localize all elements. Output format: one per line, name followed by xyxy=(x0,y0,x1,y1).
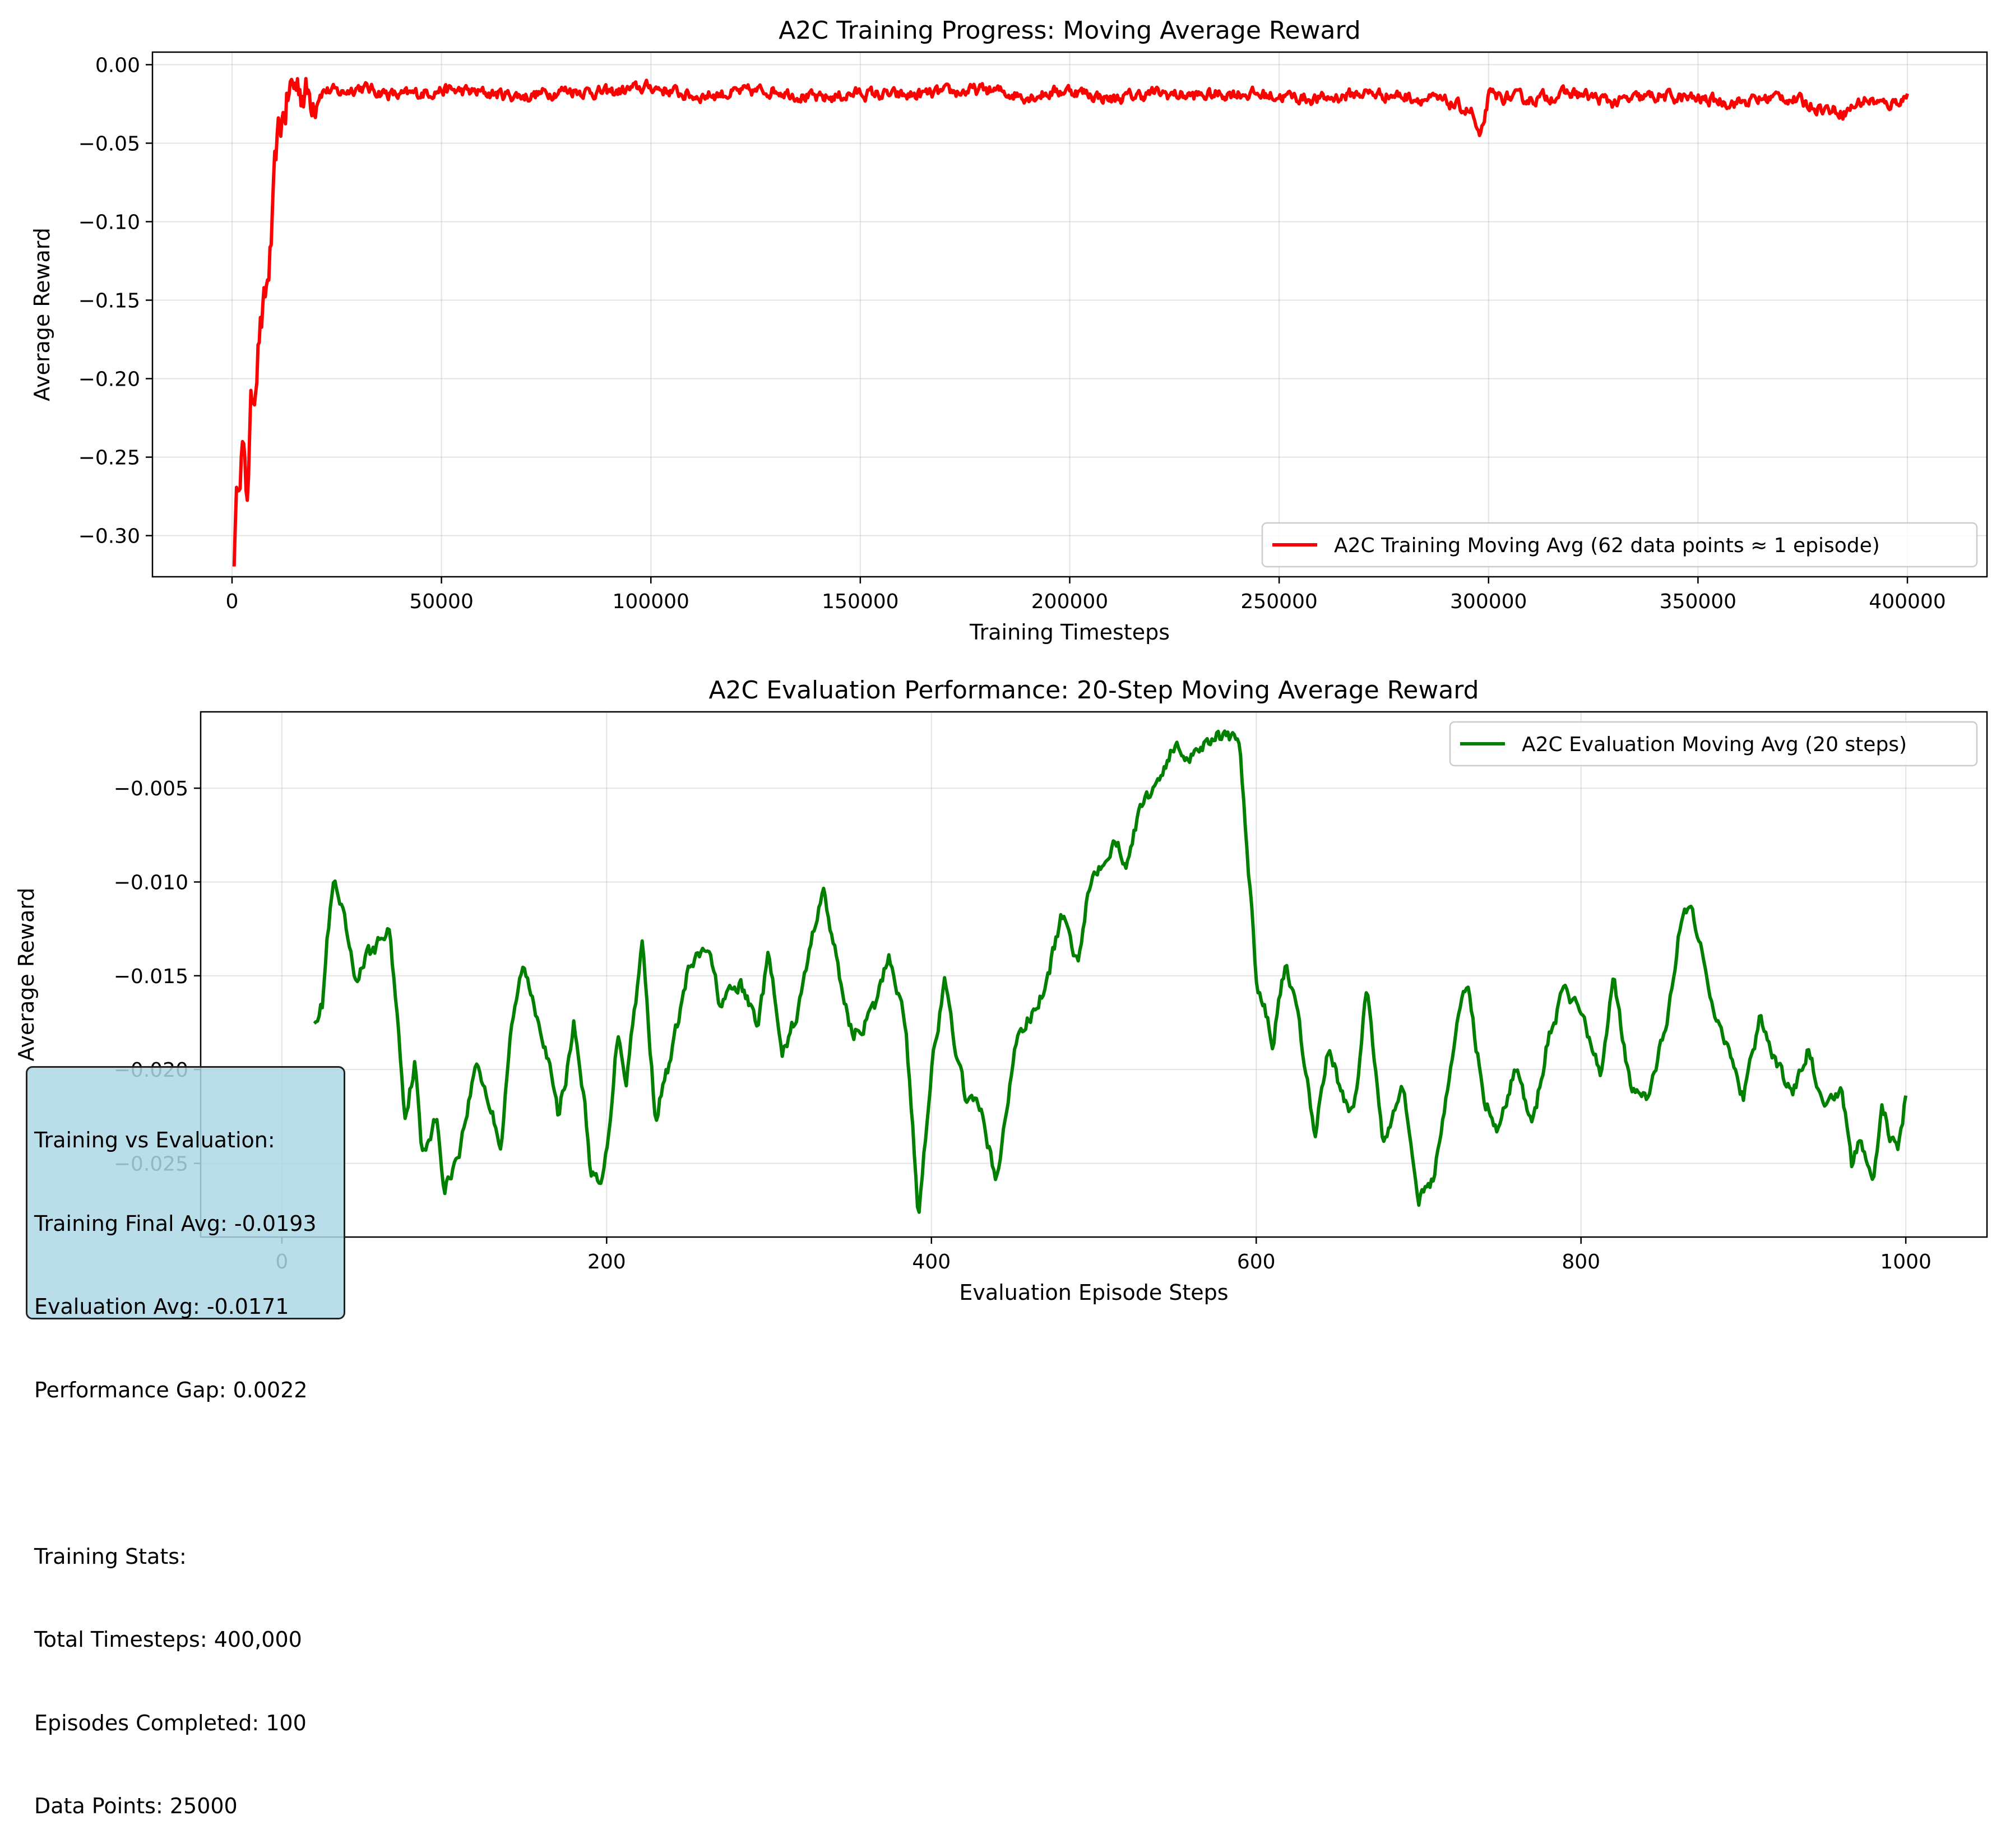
y-tick-label: −0.25 xyxy=(78,447,140,470)
legend-box xyxy=(1449,721,1978,767)
stats-line-1: Training vs Evaluation: xyxy=(34,1128,275,1152)
stats-line-5 xyxy=(34,1460,337,1488)
legend: A2C Training Moving Avg (62 data points … xyxy=(1261,522,1978,568)
stats-line-3: Evaluation Avg: -0.0171 xyxy=(34,1294,289,1319)
y-tick-label: −0.005 xyxy=(114,777,188,800)
x-tick-label: 400000 xyxy=(1869,590,1946,613)
stats-box: Training vs Evaluation: Training Final A… xyxy=(26,1066,345,1818)
y-tick-label: −0.20 xyxy=(78,368,140,391)
series-line-1 xyxy=(313,729,1908,1214)
x-tick-label: 1000 xyxy=(1880,1250,1931,1273)
chart-title: A2C Evaluation Performance: 20-Step Movi… xyxy=(708,676,1479,705)
series-line-1 xyxy=(232,77,1909,567)
x-tick-label: 200000 xyxy=(1031,590,1108,613)
y-tick-label: −0.10 xyxy=(78,211,140,234)
x-tick-label: 300000 xyxy=(1450,590,1527,613)
y-axis-label: Average Reward xyxy=(30,228,54,401)
stats-line-6: Training Stats: xyxy=(34,1544,187,1569)
stats-line-9: Data Points: 25000 xyxy=(34,1794,238,1818)
x-tick-label: 50000 xyxy=(409,590,474,613)
stats-line-2: Training Final Avg: -0.0193 xyxy=(34,1211,317,1236)
legend-box xyxy=(1261,522,1978,568)
legend-label: A2C Evaluation Moving Avg (20 steps) xyxy=(1522,733,1907,756)
y-tick-label: −0.15 xyxy=(78,290,140,313)
y-tick-label: −0.05 xyxy=(78,132,140,155)
stats-line-8: Episodes Completed: 100 xyxy=(34,1710,307,1735)
y-tick-label: −0.010 xyxy=(114,872,188,895)
stats-line-4: Performance Gap: 0.0022 xyxy=(34,1377,308,1402)
chart-title: A2C Training Progress: Moving Average Re… xyxy=(779,16,1360,45)
stats-line-7: Total Timesteps: 400,000 xyxy=(34,1627,302,1652)
x-axis-label: Training Timesteps xyxy=(969,620,1170,645)
y-tick-label: 0.00 xyxy=(95,54,140,77)
x-tick-label: 200 xyxy=(587,1250,626,1273)
x-tick-label: 250000 xyxy=(1240,590,1317,613)
x-tick-label: 0 xyxy=(226,590,239,613)
plot-frame xyxy=(200,711,1988,1238)
legend: A2C Evaluation Moving Avg (20 steps) xyxy=(1449,721,1978,767)
y-tick-label: −0.015 xyxy=(114,965,188,988)
y-tick-label: −0.30 xyxy=(78,525,140,548)
x-tick-label: 400 xyxy=(912,1250,951,1273)
x-axis-label: Evaluation Episode Steps xyxy=(959,1280,1228,1305)
x-tick-label: 100000 xyxy=(613,590,689,613)
x-tick-label: 150000 xyxy=(822,590,898,613)
x-tick-label: 350000 xyxy=(1660,590,1736,613)
chart-1: 0 50000 100000 150000 200000 250000 300000 3500… xyxy=(30,16,1988,645)
y-axis-label: Average Reward xyxy=(14,888,39,1062)
x-tick-label: 600 xyxy=(1237,1250,1276,1273)
legend-label: A2C Training Moving Avg (62 data points … xyxy=(1334,534,1880,557)
x-tick-label: 800 xyxy=(1562,1250,1600,1273)
